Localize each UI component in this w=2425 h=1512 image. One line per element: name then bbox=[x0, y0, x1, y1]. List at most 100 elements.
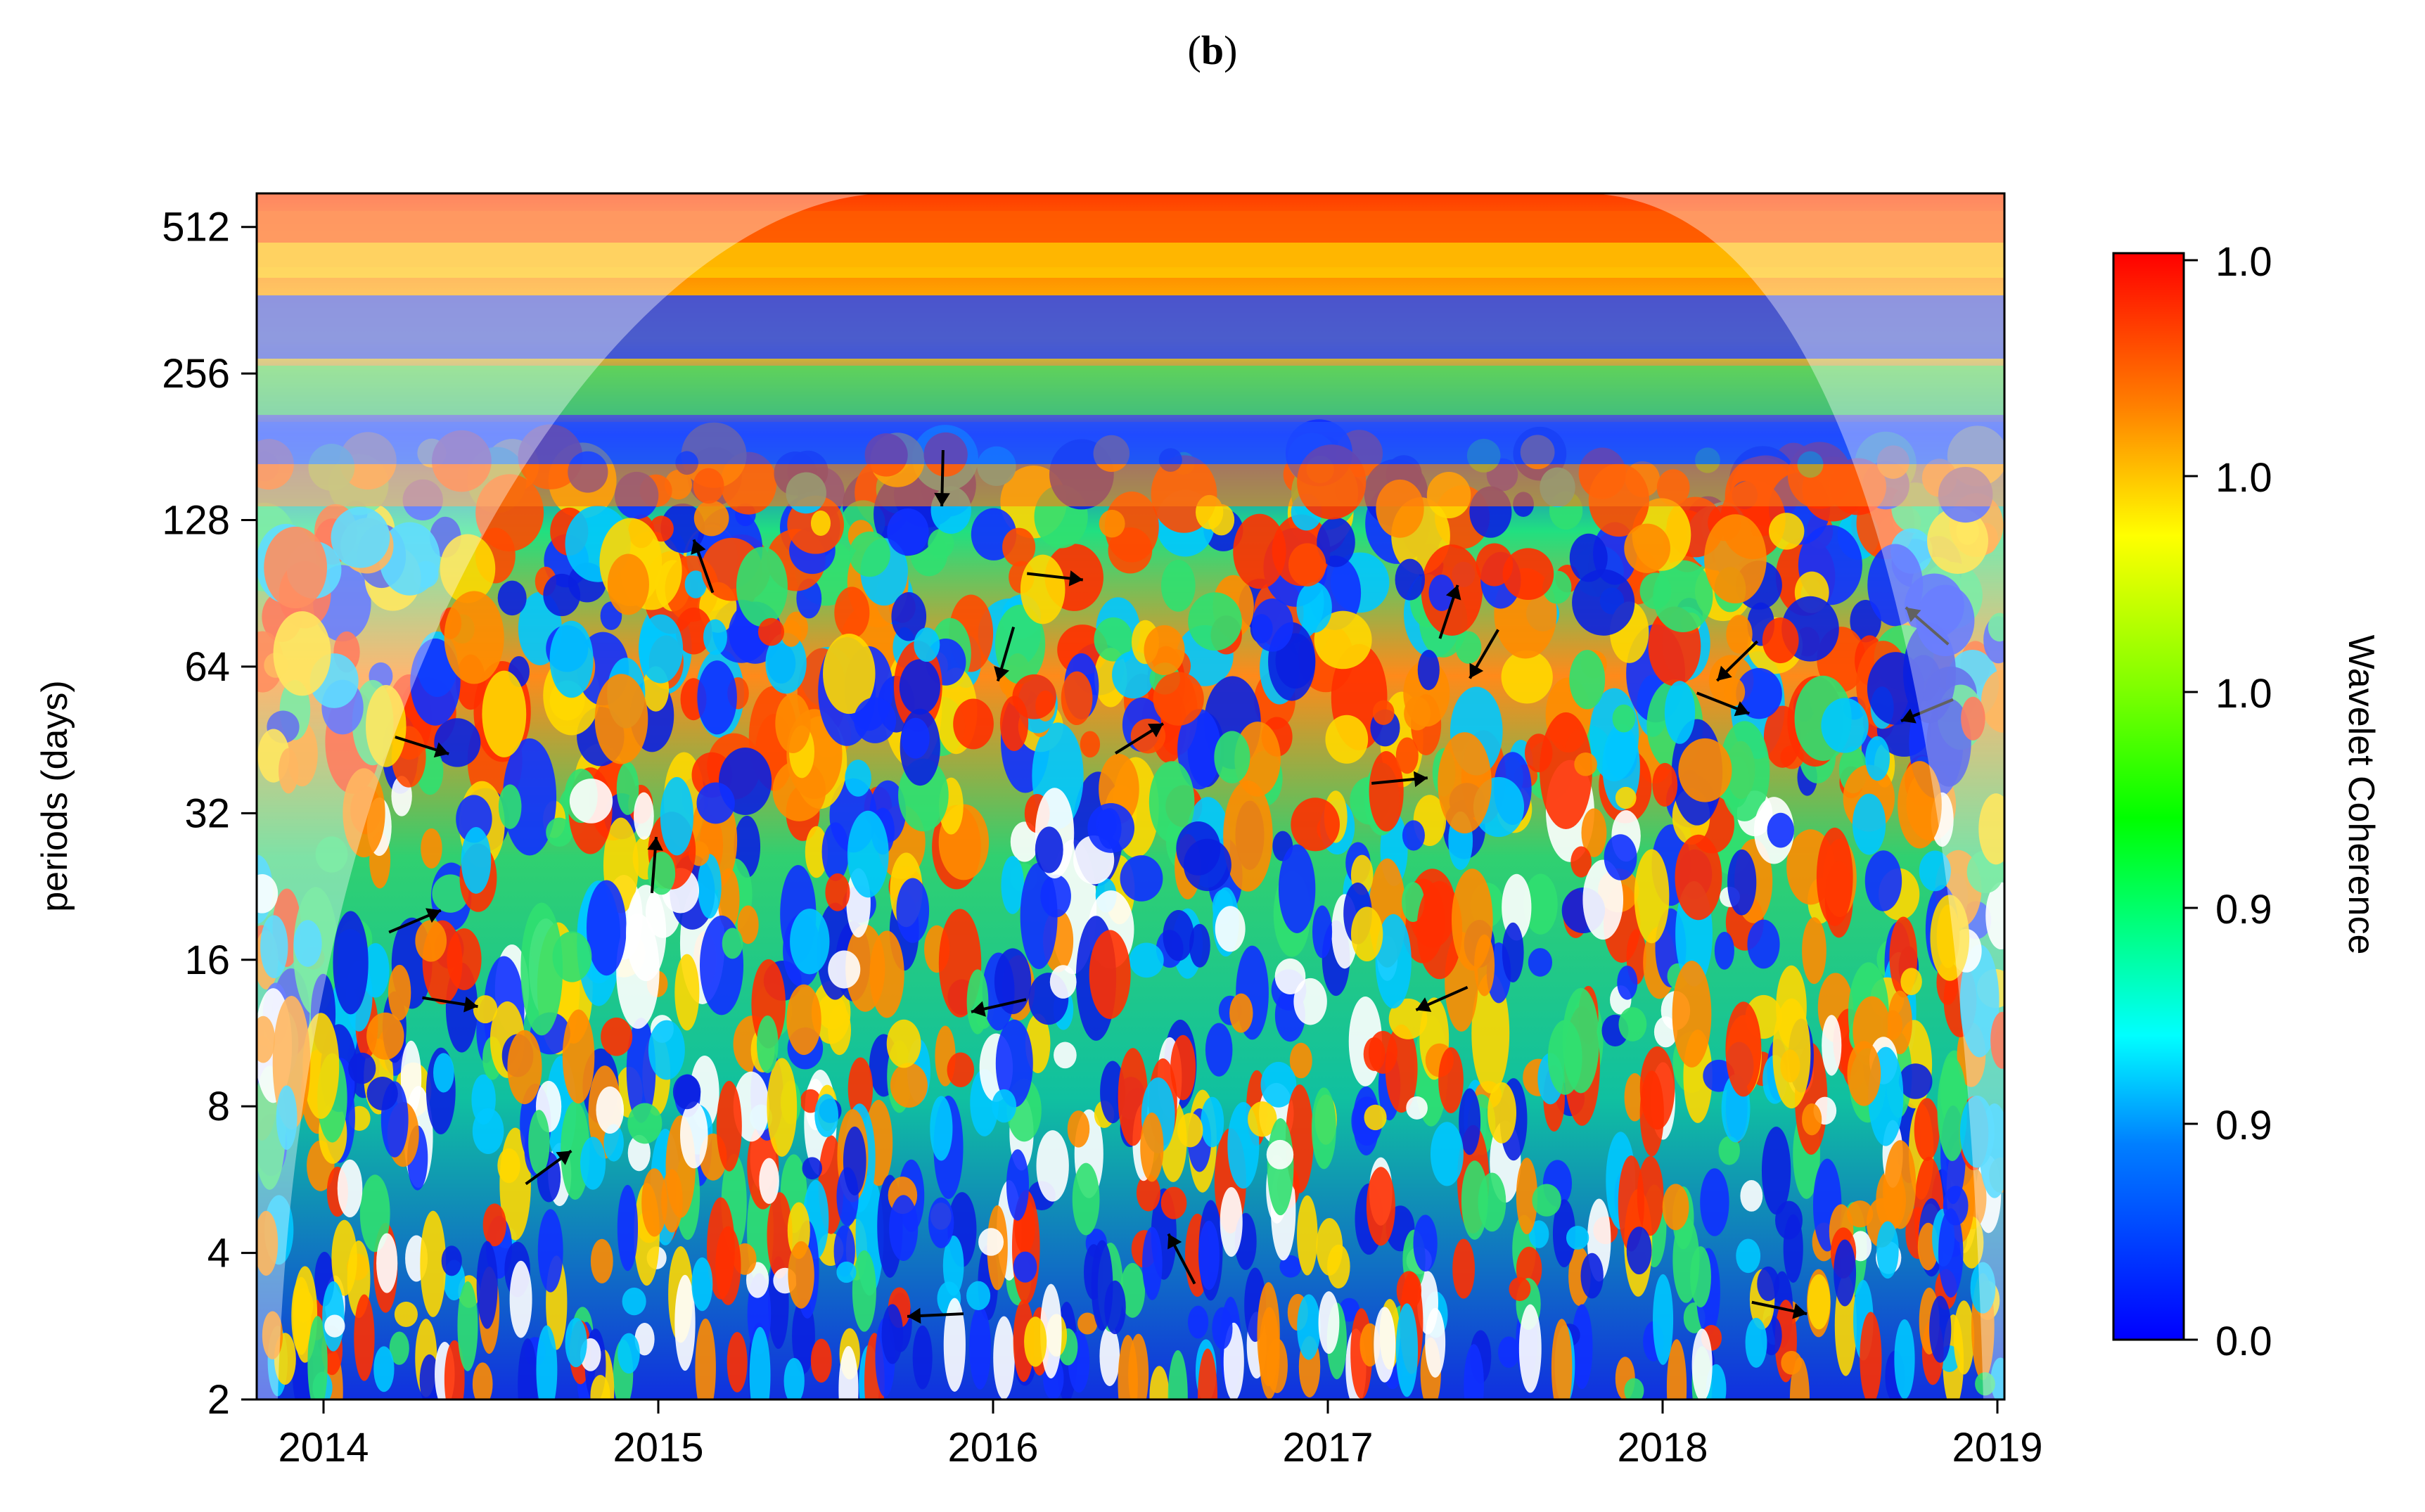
coherence-cell bbox=[262, 1311, 283, 1359]
coherence-cell bbox=[476, 1241, 498, 1329]
coherence-cell bbox=[901, 717, 930, 759]
coherence-cell bbox=[823, 634, 876, 715]
coherence-cell bbox=[1518, 1304, 1542, 1393]
coherence-cell bbox=[482, 1203, 506, 1247]
coherence-cell bbox=[1566, 1226, 1589, 1250]
coherence-cell bbox=[343, 768, 385, 858]
coherence-cell bbox=[716, 1080, 742, 1172]
y-tick-label: 4 bbox=[207, 1231, 230, 1276]
coherence-cell bbox=[890, 1063, 928, 1108]
coherence-cell bbox=[1626, 1226, 1652, 1275]
coherence-band bbox=[257, 422, 2004, 464]
coherence-cell bbox=[518, 1338, 538, 1399]
coherence-cell bbox=[693, 500, 729, 537]
coherence-cell bbox=[1528, 1220, 1549, 1248]
coherence-cell bbox=[1189, 923, 1210, 968]
coherence-cell bbox=[914, 627, 940, 662]
coherence-cell bbox=[772, 760, 826, 821]
coherence-cell bbox=[691, 1257, 713, 1312]
y-axis: 2 4 8 16 32 64 128 256 512 bbox=[162, 205, 257, 1423]
coherence-cell bbox=[849, 531, 890, 577]
coherence-cell bbox=[1291, 797, 1340, 852]
phase-arrow-head bbox=[971, 1001, 986, 1017]
coherence-cell bbox=[1461, 1160, 1488, 1240]
coherence-cell bbox=[928, 1197, 954, 1248]
coherence-cell bbox=[1089, 930, 1131, 1020]
coherence-cell bbox=[1257, 1282, 1280, 1387]
coherence-cell bbox=[661, 1169, 683, 1233]
coherence-cell bbox=[507, 1030, 542, 1105]
coherence-cell bbox=[388, 964, 411, 1021]
coherence-cell bbox=[1726, 615, 1753, 654]
coherence-cell bbox=[1260, 1061, 1297, 1108]
coherence-cell bbox=[1120, 855, 1163, 902]
y-axis-title: periods (days) bbox=[34, 680, 75, 911]
coherence-cell bbox=[722, 928, 743, 959]
coherence-cell bbox=[1452, 1238, 1476, 1299]
coherence-cell bbox=[1142, 1226, 1163, 1300]
coherence-cell bbox=[302, 1013, 340, 1120]
coherence-cell bbox=[1900, 968, 1922, 996]
coherence-cell bbox=[562, 1009, 595, 1104]
coherence-cell bbox=[440, 534, 496, 603]
coherence-cell bbox=[1834, 1239, 1857, 1307]
coherence-cell bbox=[1167, 1350, 1188, 1399]
coherence-cell bbox=[315, 836, 348, 873]
coherence-cell bbox=[482, 670, 527, 757]
coherence-cell bbox=[648, 1020, 685, 1080]
coherence-cell bbox=[1929, 1295, 1952, 1363]
coherence-cell bbox=[394, 1301, 418, 1327]
coherence-cell bbox=[1369, 1030, 1397, 1074]
coherence-cell bbox=[257, 873, 279, 914]
coherence-cell bbox=[995, 1019, 1033, 1108]
coherence-cell bbox=[1311, 1087, 1336, 1170]
coherence-cell bbox=[1487, 1082, 1516, 1143]
coherence-cell bbox=[1634, 849, 1670, 944]
coherence-cell bbox=[1718, 1136, 1740, 1165]
coherence-cell bbox=[333, 911, 369, 1015]
coherence-band bbox=[257, 464, 2004, 506]
coherence-cell bbox=[1959, 944, 1999, 1058]
coherence-band bbox=[257, 295, 2004, 359]
coherence-cell bbox=[930, 1096, 953, 1161]
phase-arrow-head bbox=[1416, 997, 1432, 1012]
coherence-cell bbox=[828, 950, 861, 989]
coherence-band bbox=[257, 243, 2004, 278]
coherence-cell bbox=[354, 1294, 375, 1381]
coherence-cell bbox=[733, 1071, 769, 1142]
coherence-cell bbox=[1129, 942, 1164, 978]
y-tick-label: 128 bbox=[162, 498, 230, 544]
coherence-cell bbox=[1927, 507, 1988, 575]
coherence-cell bbox=[1571, 1304, 1593, 1390]
coherence-cell bbox=[641, 1168, 667, 1237]
coherence-cell bbox=[1318, 1291, 1340, 1354]
coherence-cell bbox=[1864, 850, 1902, 911]
coherence-cell bbox=[994, 948, 1032, 1015]
coherence-cell bbox=[1988, 613, 2004, 642]
colorbar-tick-label: 0.9 bbox=[2215, 1103, 2272, 1148]
coherence-cell bbox=[1297, 1195, 1318, 1276]
coherence-cell bbox=[291, 1276, 312, 1355]
coherence-cell bbox=[943, 1298, 966, 1392]
coherence-cell bbox=[899, 659, 940, 715]
coherence-cell bbox=[1975, 1372, 1995, 1396]
y-tick-label: 32 bbox=[184, 790, 230, 836]
coherence-cell bbox=[1233, 513, 1286, 589]
coherence-cell bbox=[1981, 669, 2004, 733]
coherence-cell bbox=[886, 1019, 921, 1068]
coherence-cell bbox=[537, 1209, 563, 1293]
coherence-cell bbox=[684, 570, 707, 598]
coherence-cell bbox=[1160, 1186, 1187, 1219]
coherence-cell bbox=[376, 1233, 398, 1293]
coherence-cell bbox=[1176, 821, 1221, 876]
coherence-cell bbox=[1540, 712, 1592, 830]
coherence-cell bbox=[638, 614, 684, 684]
coherence-cell bbox=[1562, 987, 1600, 1094]
coherence-cell bbox=[1652, 762, 1678, 807]
coherence-cell bbox=[472, 1362, 493, 1399]
coherence-cell bbox=[1502, 548, 1554, 601]
coherence-cell bbox=[767, 1192, 793, 1279]
coherence-cell bbox=[1188, 592, 1242, 651]
coherence-cell bbox=[697, 660, 737, 735]
